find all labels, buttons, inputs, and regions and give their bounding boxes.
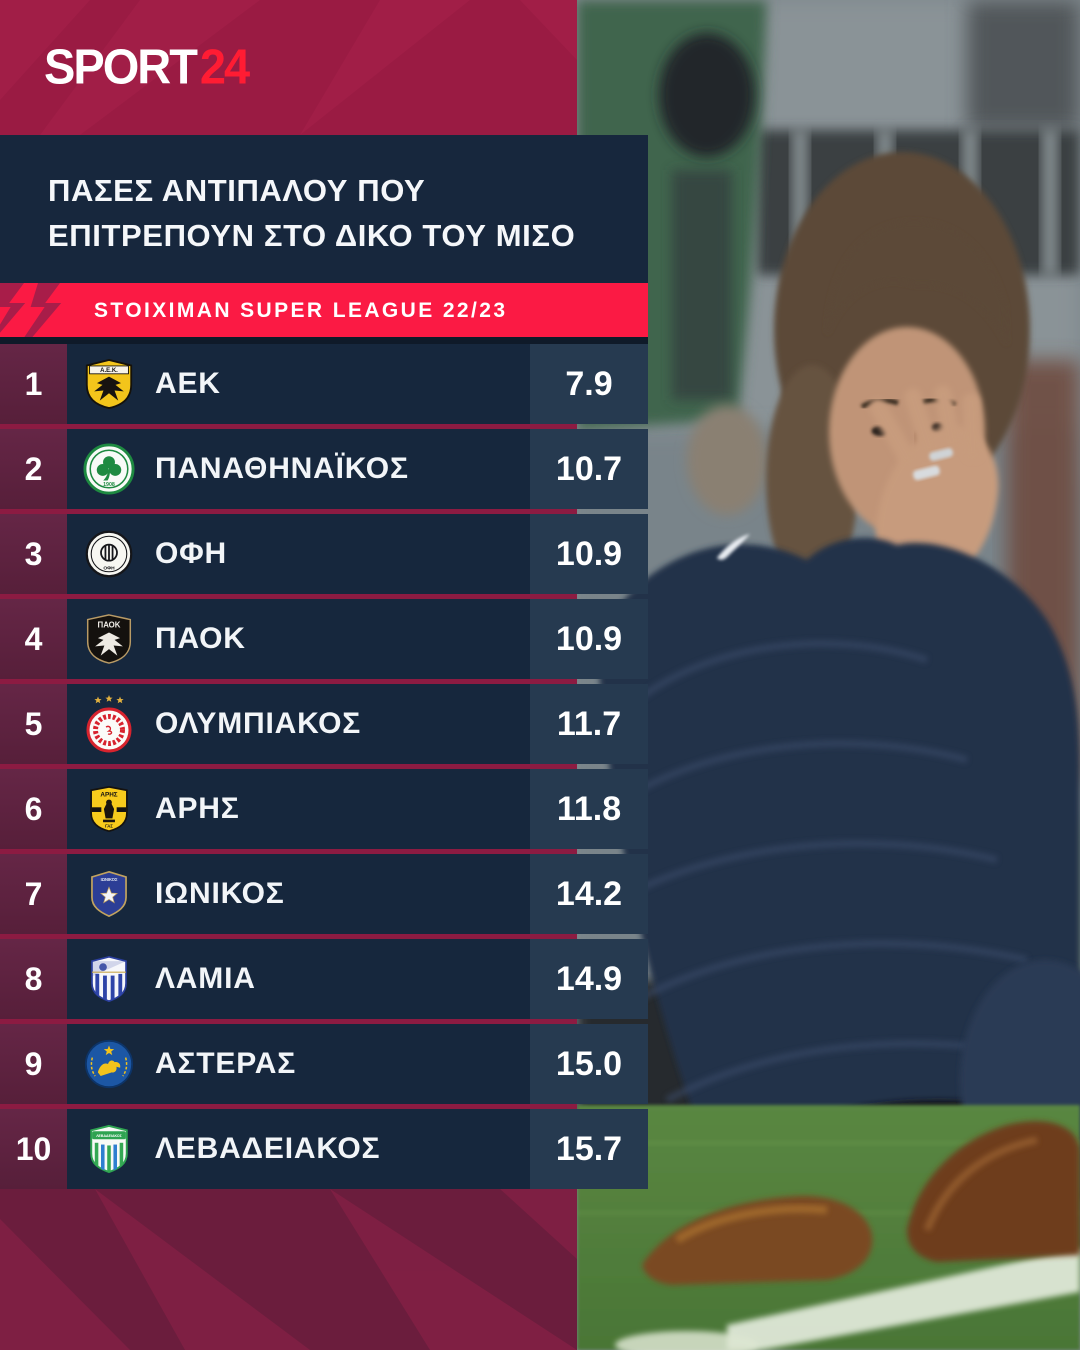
team-cell: Α.Ε.Κ. ΑΕΚ — [67, 344, 530, 424]
rank-cell: 5 — [0, 684, 67, 764]
value-cell: 15.7 — [530, 1109, 648, 1189]
lamia-logo — [81, 950, 136, 1008]
sport24-logo-24: 24 — [199, 38, 250, 94]
chalk-line — [727, 1248, 1080, 1350]
ofi-logo: ΟΦΗ — [81, 525, 136, 583]
team-name: ΛΑΜΙΑ — [155, 962, 256, 995]
value-cell: 10.7 — [530, 429, 648, 509]
ionikos-logo: ΙΩΝΙΚΟΣ — [81, 865, 136, 923]
svg-text:ΟΦΗ: ΟΦΗ — [103, 566, 115, 572]
aek-logo: Α.Ε.Κ. — [81, 355, 136, 413]
zigzag-bolt-icon — [0, 283, 62, 337]
team-name: ΟΦΗ — [155, 537, 228, 570]
competition-banner: STOIXIMAN SUPER LEAGUE 22/23 — [0, 283, 648, 337]
svg-text:Α.Ε.Κ.: Α.Ε.Κ. — [100, 368, 118, 374]
table-row: 8 — [0, 939, 648, 1019]
table-row: 5 ΟΛΥΜΠΙΑΚΟΣ — [0, 684, 648, 764]
value-cell: 11.8 — [530, 769, 648, 849]
value-cell: 11.7 — [530, 684, 648, 764]
coach-figure — [597, 152, 1080, 1252]
brand-header: SPORT24 — [0, 0, 577, 135]
aris-logo: ΑΡΗΣ ΓΑΣ — [81, 780, 136, 838]
value-cell: 10.9 — [530, 599, 648, 679]
table-row: 4 ΠΑΟΚ ΠΑΟΚ 10.9 — [0, 599, 648, 679]
table-row: 10 ΛΕΒΑΔΕΙΑΚΟΣ — [0, 1109, 648, 1189]
svg-text:ΛΕΒΑΔΕΙΑΚΟΣ: ΛΕΒΑΔΕΙΑΚΟΣ — [96, 1134, 122, 1138]
team-name: ΠΑΟΚ — [155, 622, 246, 655]
rings — [913, 448, 954, 481]
team-cell: ΛΑΜΙΑ — [67, 939, 530, 1019]
shoe-right — [907, 1121, 1080, 1262]
team-name: ΙΩΝΙΚΟΣ — [155, 877, 285, 910]
ranking-table: 1 Α.Ε.Κ. ΑΕΚ 7.9 2 — [0, 344, 648, 1189]
olympiacos-logo — [81, 695, 136, 753]
coach-photo — [577, 0, 1080, 1350]
coach-photo-painting — [577, 0, 1080, 1350]
rank-cell: 8 — [0, 939, 67, 1019]
levadiakos-logo: ΛΕΒΑΔΕΙΑΚΟΣ — [81, 1120, 136, 1178]
team-cell: ΟΛΥΜΠΙΑΚΟΣ — [67, 684, 530, 764]
team-cell: ΟΦΗ ΟΦΗ — [67, 514, 530, 594]
svg-text:ΓΑΣ: ΓΑΣ — [105, 824, 113, 829]
banner-shadow-strip — [0, 337, 648, 344]
team-cell: 1908 ΠΑΝΑΘΗΝΑΪΚΟΣ — [67, 429, 530, 509]
footer-shard-pattern — [0, 1189, 577, 1350]
panathinaikos-logo: 1908 — [81, 440, 136, 498]
header-shard-pattern — [0, 0, 577, 135]
rank-cell: 10 — [0, 1109, 67, 1189]
team-cell: ΑΡΗΣ ΓΑΣ ΑΡΗΣ — [67, 769, 530, 849]
title-block: ΠΑΣΕΣ ΑΝΤΙΠΑΛΟΥ ΠΟΥ ΕΠΙΤΡΕΠΟΥΝ ΣΤΟ ΔΙΚΟ … — [0, 135, 648, 283]
sport24-logo-sport: SPORT — [44, 38, 198, 94]
rank-cell: 1 — [0, 344, 67, 424]
value-cell: 14.9 — [530, 939, 648, 1019]
nike-swoosh-icon — [717, 534, 750, 560]
rank-cell: 2 — [0, 429, 67, 509]
team-cell: ΙΩΝΙΚΟΣ ΙΩΝΙΚΟΣ — [67, 854, 530, 934]
value-cell: 7.9 — [530, 344, 648, 424]
team-cell: ΠΑΟΚ ΠΑΟΚ — [67, 599, 530, 679]
table-row: 1 Α.Ε.Κ. ΑΕΚ 7.9 — [0, 344, 648, 424]
team-name: ΛΕΒΑΔΕΙΑΚΟΣ — [155, 1132, 381, 1165]
title-line-1: ΠΑΣΕΣ ΑΝΤΙΠΑΛΟΥ ΠΟΥ — [48, 173, 426, 208]
table-row: 7 ΙΩΝΙΚΟΣ ΙΩΝΙΚΟΣ 14.2 — [0, 854, 648, 934]
rank-cell: 7 — [0, 854, 67, 934]
title-line-2: ΕΠΙΤΡΕΠΟΥΝ ΣΤΟ ΔΙΚΟ ΤΟΥ ΜΙΣΟ — [48, 218, 576, 253]
value-cell: 10.9 — [530, 514, 648, 594]
value-cell: 15.0 — [530, 1024, 648, 1104]
table-row: 2 1908 ΠΑΝΑΘΗΝΑΪΚΟΣ 10.7 — [0, 429, 648, 509]
footer-pattern — [0, 1189, 577, 1350]
team-name: ΠΑΝΑΘΗΝΑΪΚΟΣ — [155, 452, 409, 485]
table-row: 9 ΑΣΤΕΡΑΣ 15.0 — [0, 1024, 648, 1104]
rank-cell: 4 — [0, 599, 67, 679]
asteras-logo — [81, 1035, 136, 1093]
sport24-logo: SPORT24 — [44, 38, 250, 94]
team-name: ΟΛΥΜΠΙΑΚΟΣ — [155, 707, 362, 740]
value-cell: 14.2 — [530, 854, 648, 934]
table-row: 6 ΑΡΗΣ ΓΑΣ ΑΡΗΣ 11.8 — [0, 769, 648, 849]
banner-label: STOIXIMAN SUPER LEAGUE 22/23 — [94, 299, 508, 322]
shoe-left — [642, 1195, 873, 1285]
team-name: ΑΕΚ — [155, 367, 221, 400]
svg-text:ΑΡΗΣ: ΑΡΗΣ — [100, 792, 117, 799]
rank-cell: 9 — [0, 1024, 67, 1104]
rank-cell: 6 — [0, 769, 67, 849]
team-name: ΑΣΤΕΡΑΣ — [155, 1047, 297, 1080]
svg-text:ΙΩΝΙΚΟΣ: ΙΩΝΙΚΟΣ — [100, 877, 117, 882]
paok-logo: ΠΑΟΚ — [81, 610, 136, 668]
team-name: ΑΡΗΣ — [155, 792, 240, 825]
rank-cell: 3 — [0, 514, 67, 594]
team-cell: ΛΕΒΑΔΕΙΑΚΟΣ ΛΕΒΑΔΕΙΑΚΟΣ — [67, 1109, 530, 1189]
svg-text:1908: 1908 — [103, 482, 115, 488]
table-row: 3 ΟΦΗ ΟΦΗ 10.9 — [0, 514, 648, 594]
svg-text:ΠΑΟΚ: ΠΑΟΚ — [97, 620, 120, 629]
team-cell: ΑΣΤΕΡΑΣ — [67, 1024, 530, 1104]
